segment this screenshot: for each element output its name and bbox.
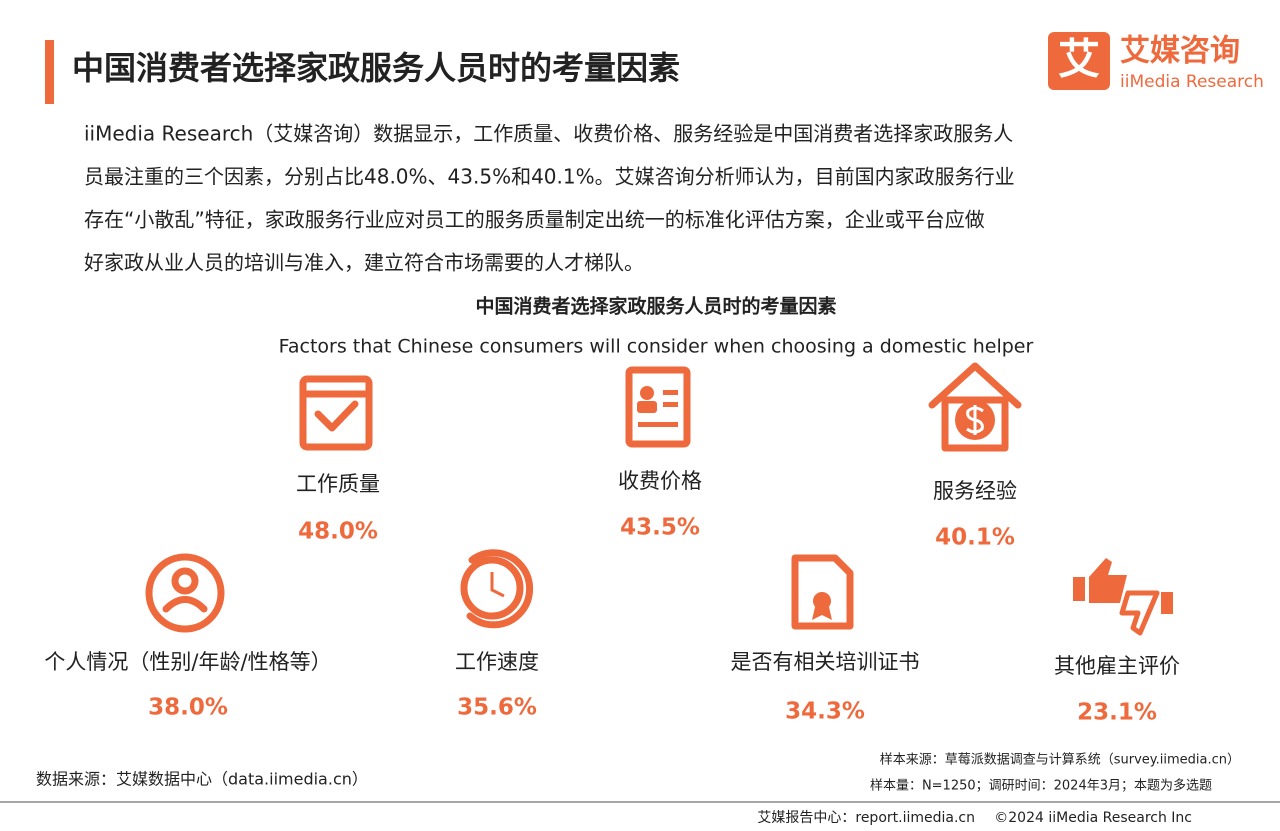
sample-info: 样本量：N=1250；调研时间：2024年3月；本题为多选题 — [870, 778, 1212, 794]
factor-value: 43.5% — [620, 515, 700, 541]
factor-label: 工作质量 — [296, 472, 380, 496]
icon-certificate — [791, 554, 854, 630]
factor-value: 23.1% — [1077, 700, 1157, 726]
factor-value: 48.0% — [298, 519, 378, 545]
icon-speed — [460, 549, 534, 629]
infographic-subtitle: Factors that Chinese consumers will cons… — [279, 336, 1034, 358]
icon-quality — [299, 375, 373, 451]
paragraph: iiMedia Research（艾媒咨询）数据显示，工作质量、收费价格、服务经… — [84, 122, 1015, 275]
report-center: 艾媒报告中心：report.iimedia.cn — [757, 810, 975, 826]
factor-label: 个人情况（性别/年龄/性格等） — [44, 650, 331, 674]
source: 数据来源：艾媒数据中心（data.iimedia.cn） — [36, 770, 368, 789]
paragraph-line: 好家政从业人员的培训与准入，建立符合市场需要的人才梯队。 — [84, 251, 644, 275]
paragraph-line: 员最注重的三个因素，分别占比48.0%、43.5%和40.1%。艾媒咨询分析师认… — [84, 165, 1015, 189]
factors: 工作质量 48.0% 收费价格 43.5% 服务经验 40.1% 个人情况（性别/年龄/性格… — [44, 469, 1180, 726]
factor-label: 其他雇主评价 — [1054, 654, 1180, 678]
factor-value: 35.6% — [457, 695, 537, 721]
logo-cn: 艾媒咨询 — [1120, 34, 1240, 69]
page-title: 中国消费者选择家政服务人员时的考量因素 — [72, 49, 680, 87]
paragraph-line: iiMedia Research（艾媒咨询）数据显示，工作质量、收费价格、服务经… — [84, 122, 1013, 146]
paragraph-line: 存在“小散乱”特征，家政服务行业应对员工的服务质量制定出统一的标准化评估方案，企… — [84, 208, 985, 232]
icon-experience — [928, 362, 1022, 452]
icon-thumbs — [1073, 558, 1173, 636]
logo-en: iiMedia Research — [1120, 72, 1264, 92]
icon-price — [625, 366, 691, 448]
factor-label: 收费价格 — [618, 469, 702, 493]
logo-box — [1048, 32, 1110, 90]
factor-label: 是否有相关培训证书 — [731, 650, 920, 674]
icon-person — [145, 553, 225, 633]
copyright: ©2024 iiMedia Research Inc — [994, 810, 1192, 826]
factor-value: 38.0% — [148, 695, 228, 721]
factor-value: 40.1% — [935, 525, 1015, 551]
title-bar — [45, 40, 54, 104]
factor-label: 工作速度 — [455, 650, 539, 674]
infographic-title: 中国消费者选择家政服务人员时的考量因素 — [475, 295, 836, 318]
logo-mark: 艾 — [1058, 35, 1100, 84]
factor-label: 服务经验 — [933, 479, 1017, 503]
sample-source: 样本来源：草莓派数据调查与计算系统（survey.iimedia.cn） — [880, 753, 1240, 768]
factor-value: 34.3% — [785, 699, 865, 725]
